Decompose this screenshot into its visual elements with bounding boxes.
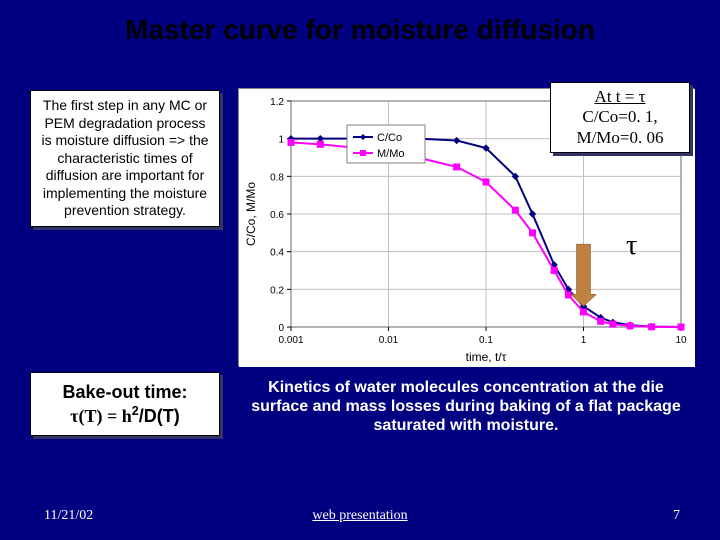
annot-line1: At t = τ [557,87,683,107]
svg-text:0.8: 0.8 [270,172,284,183]
svg-text:10: 10 [675,335,687,346]
bakeout-formula-post: /D(T) [139,406,180,426]
bakeout-line1: Bake-out time: [39,381,211,404]
svg-text:0.4: 0.4 [270,248,284,259]
svg-text:C/Co: C/Co [377,132,402,144]
intro-text-box: The first step in any MC or PEM degradat… [30,90,220,227]
svg-text:0.6: 0.6 [270,210,284,221]
svg-text:time, t/τ: time, t/τ [466,350,507,364]
svg-text:1: 1 [278,135,284,146]
svg-text:1: 1 [581,335,587,346]
chart-caption: Kinetics of water molecules concentratio… [238,378,694,436]
annot-line2: C/Co=0. 1, [557,107,683,127]
footer-page: 7 [673,508,680,524]
bakeout-formula-pre: τ(T) = h [70,406,132,426]
svg-text:1.2: 1.2 [270,97,284,108]
svg-text:0.01: 0.01 [379,335,399,346]
svg-text:C/Co, M/Mo: C/Co, M/Mo [244,182,258,246]
annot-line3: M/Mo=0. 06 [557,128,683,148]
svg-text:0.1: 0.1 [479,335,493,346]
page-title: Master curve for moisture diffusion [0,0,720,46]
svg-text:0.2: 0.2 [270,285,284,296]
bakeout-line2: τ(T) = h2/D(T) [39,404,211,428]
content-area: The first step in any MC or PEM degradat… [0,70,720,500]
footer: 11/21/02 web presentation 7 [0,508,720,530]
annotation-box: At t = τ C/Co=0. 1, M/Mo=0. 06 [550,82,690,153]
bakeout-formula-box: Bake-out time: τ(T) = h2/D(T) [30,372,220,436]
footer-center: web presentation [0,508,720,524]
svg-text:M/Mo: M/Mo [377,148,405,160]
tau-label: τ [626,230,637,262]
bakeout-formula-sup: 2 [132,404,139,418]
svg-text:0: 0 [278,323,284,334]
svg-text:0.001: 0.001 [278,335,303,346]
